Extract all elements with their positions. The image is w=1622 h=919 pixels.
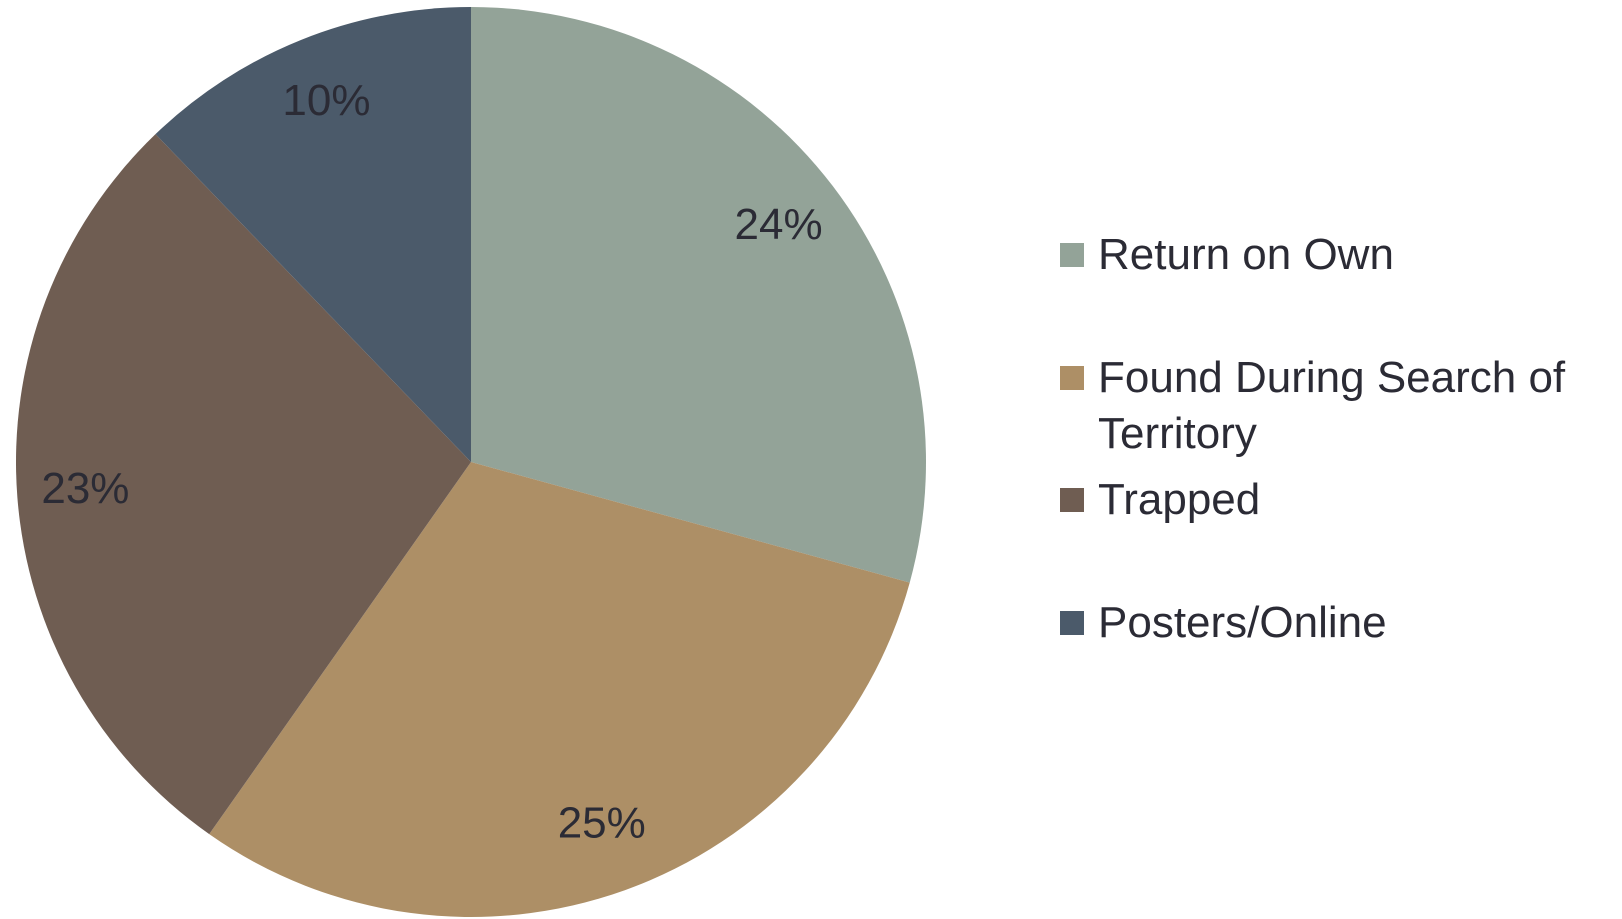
legend-entry: Return on Own	[1060, 227, 1620, 283]
data-label: 24%	[735, 200, 823, 249]
data-label: 23%	[41, 464, 129, 513]
legend-swatch	[1060, 243, 1084, 267]
pie-slice	[209, 462, 910, 917]
pie-slice	[155, 7, 471, 462]
legend-label: Found During Search of Territory	[1098, 353, 1566, 458]
legend-swatch	[1060, 366, 1084, 390]
legend-entry: Found During Search of Territory	[1060, 350, 1620, 462]
pie-slice	[471, 7, 926, 583]
legend-label: Return on Own	[1098, 230, 1394, 279]
pie-slice	[15, 134, 471, 835]
legend: Return on Own Found During Search of Terr…	[1060, 227, 1620, 718]
legend-label: Trapped	[1098, 475, 1261, 524]
legend-swatch	[1060, 488, 1084, 512]
legend-swatch	[1060, 611, 1084, 635]
legend-label: Posters/Online	[1098, 598, 1387, 647]
chart: 24% 25% 23% 10%	[15, 7, 926, 917]
data-label: 25%	[558, 799, 646, 848]
data-label: 10%	[282, 76, 370, 125]
legend-entry: Trapped	[1060, 472, 1620, 528]
legend-entry: Posters/Online	[1060, 595, 1620, 651]
